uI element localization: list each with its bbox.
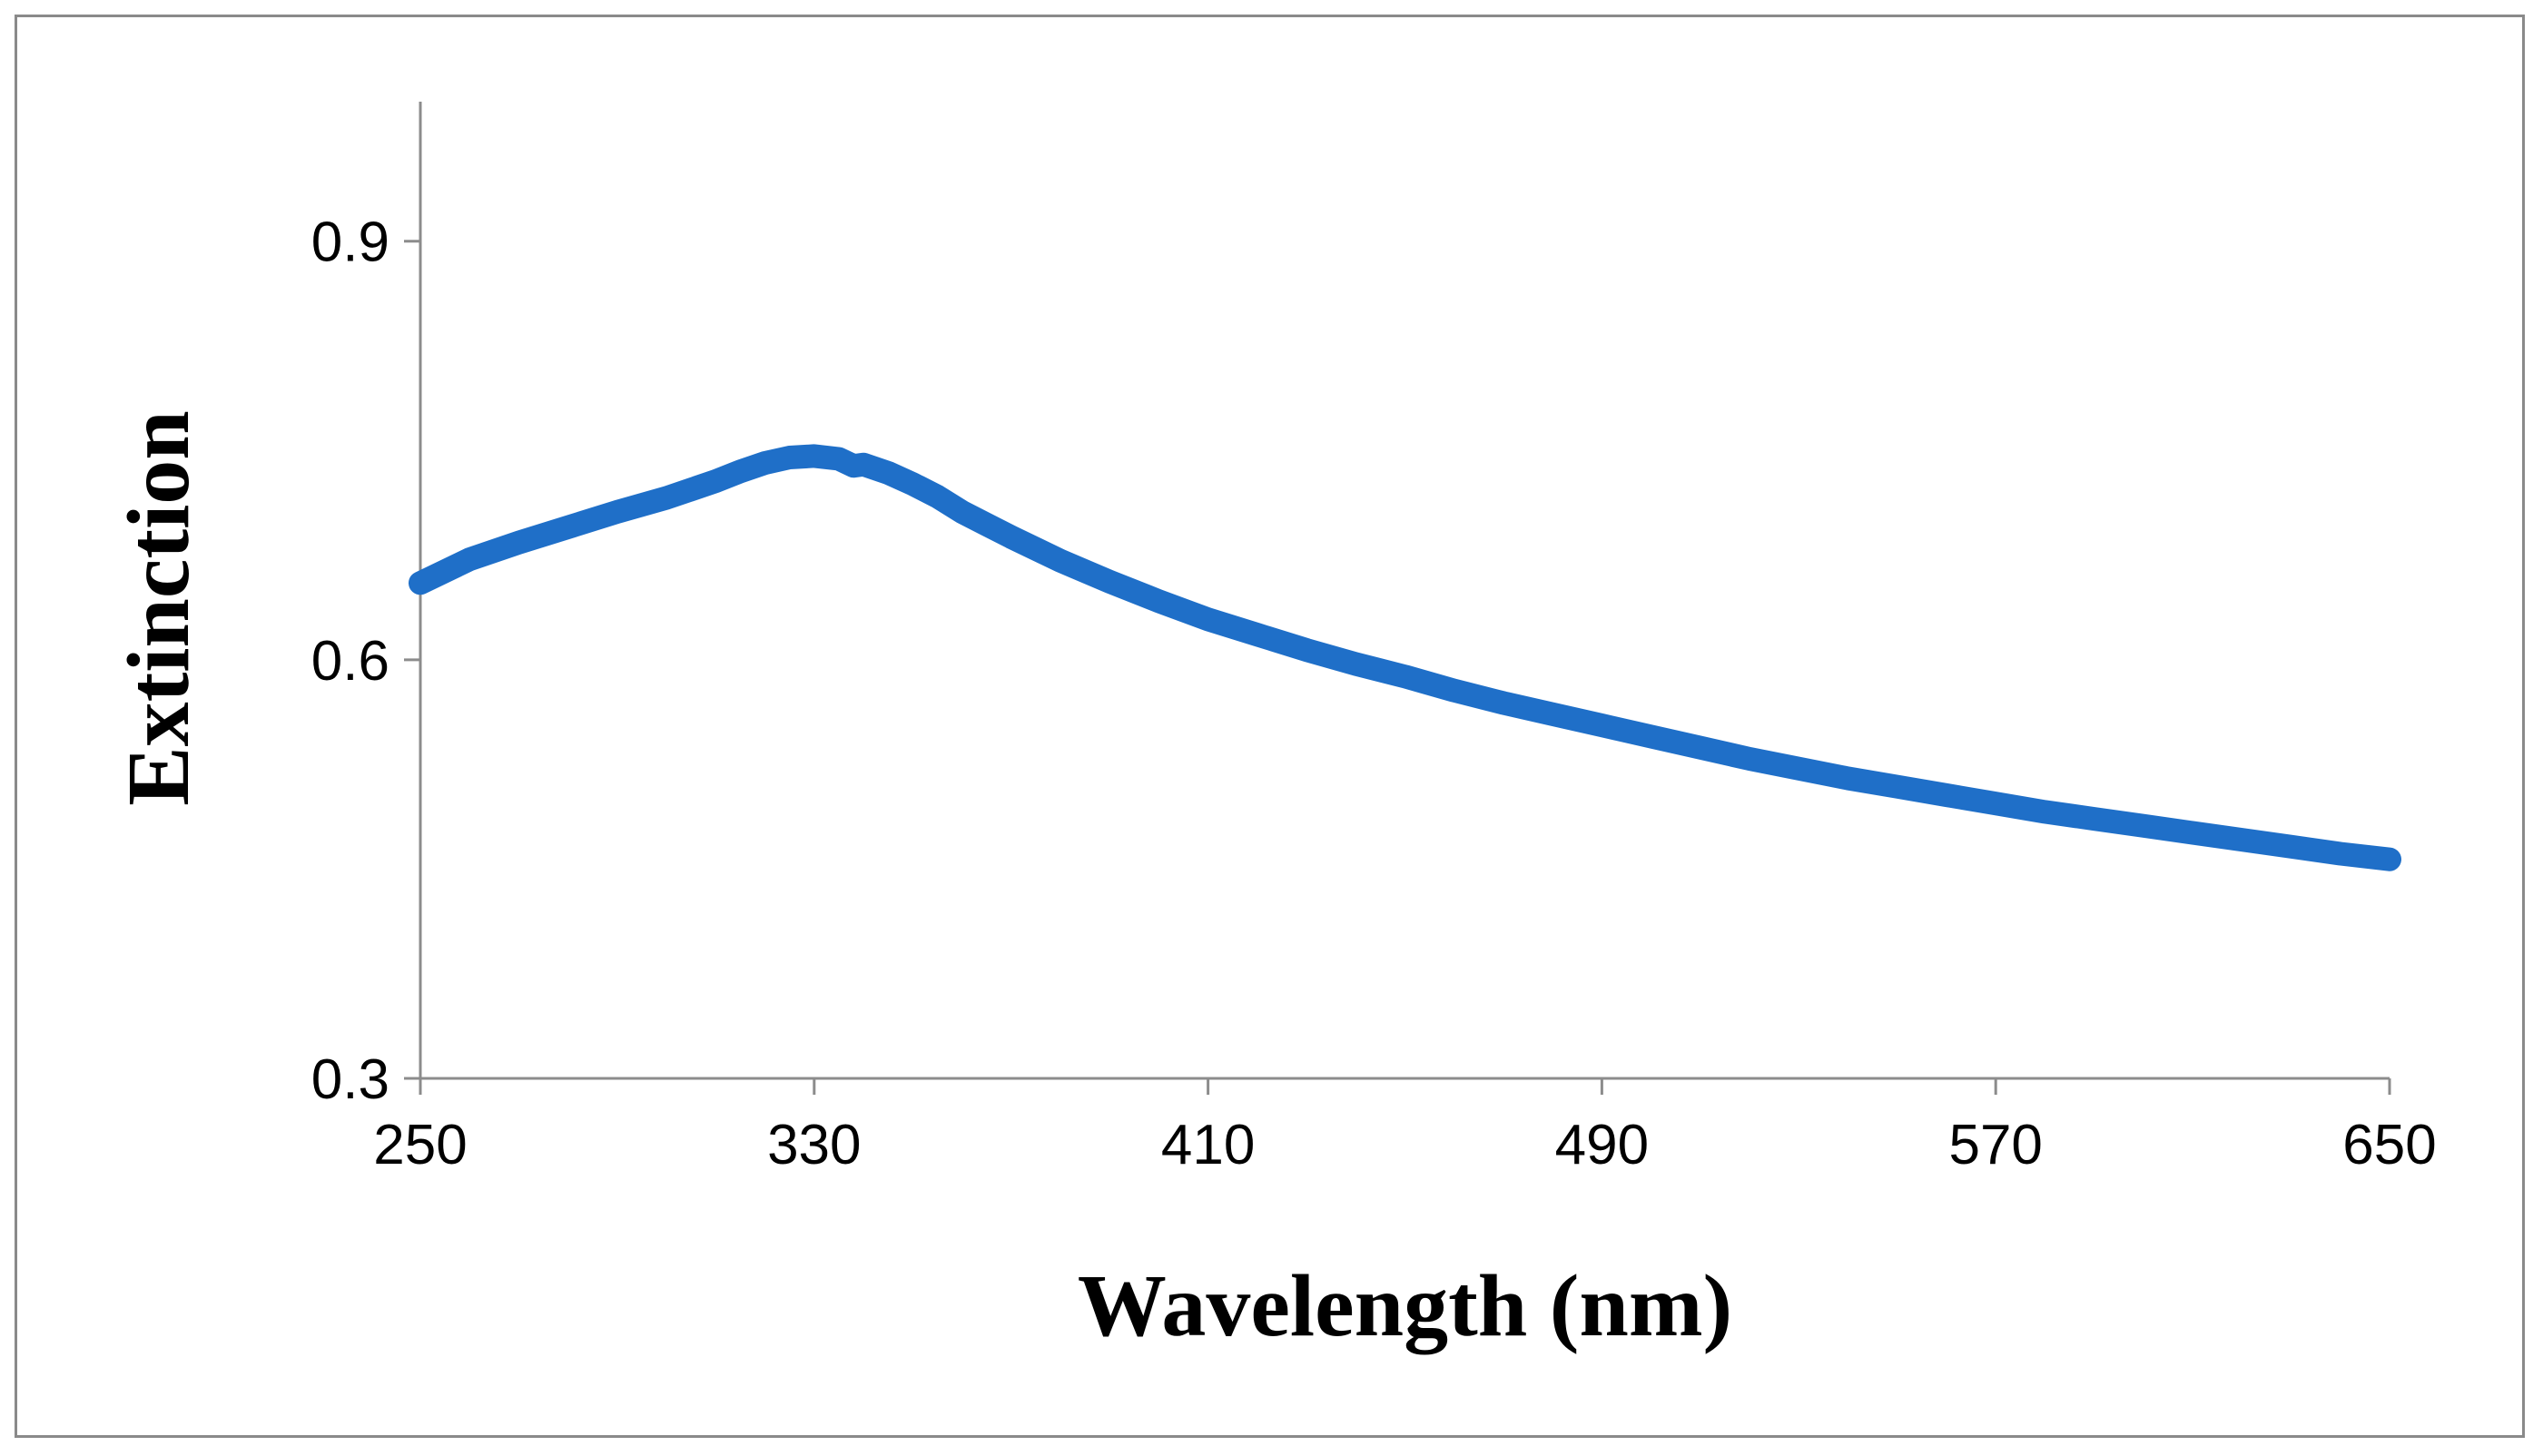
- x-tick-label: 410: [1161, 1114, 1255, 1176]
- chart-marks: [409, 444, 2401, 871]
- chart-plot: 0.3 0.6 0.9 250 330 410 490 570 650 Wavelength (…: [110, 102, 2437, 1355]
- x-tick-label: 250: [373, 1114, 467, 1176]
- x-axis-title: Wavelength (nm): [1078, 1257, 1732, 1355]
- y-tick-label: 0.9: [311, 212, 389, 274]
- axes: [404, 102, 2391, 1095]
- y-tick-label: 0.3: [311, 1048, 389, 1111]
- y-axis-title: Extinction: [110, 410, 208, 806]
- tick-labels: 0.3 0.6 0.9 250 330 410 490 570 650: [311, 212, 2437, 1176]
- x-tick-label: 330: [767, 1114, 861, 1176]
- y-tick-label: 0.6: [311, 630, 389, 693]
- series-line-extinction: [409, 444, 2401, 871]
- x-tick-label: 650: [2342, 1114, 2436, 1176]
- x-tick-label: 490: [1555, 1114, 1649, 1176]
- x-tick-label: 570: [1948, 1114, 2042, 1176]
- chart-frame: 0.3 0.6 0.9 250 330 410 490 570 650 Wavelength (…: [15, 15, 2525, 1438]
